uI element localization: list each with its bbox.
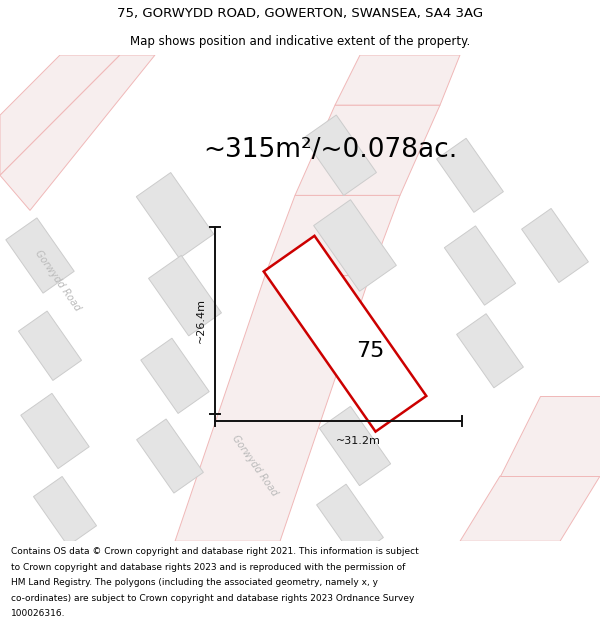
- Text: 75, GORWYDD ROAD, GOWERTON, SWANSEA, SA4 3AG: 75, GORWYDD ROAD, GOWERTON, SWANSEA, SA4…: [117, 8, 483, 20]
- Polygon shape: [0, 55, 120, 175]
- Polygon shape: [149, 256, 221, 336]
- Polygon shape: [0, 55, 155, 211]
- Text: 100026316.: 100026316.: [11, 609, 65, 618]
- Polygon shape: [335, 55, 460, 105]
- Text: ~31.2m: ~31.2m: [336, 436, 381, 446]
- Polygon shape: [141, 338, 209, 414]
- Text: ~315m²/~0.078ac.: ~315m²/~0.078ac.: [203, 138, 457, 163]
- Text: Gorwydd Road: Gorwydd Road: [230, 434, 280, 498]
- Text: co-ordinates) are subject to Crown copyright and database rights 2023 Ordnance S: co-ordinates) are subject to Crown copyr…: [11, 594, 414, 602]
- Polygon shape: [319, 406, 391, 486]
- Text: to Crown copyright and database rights 2023 and is reproduced with the permissio: to Crown copyright and database rights 2…: [11, 562, 405, 572]
- Polygon shape: [263, 236, 427, 432]
- Polygon shape: [437, 138, 503, 212]
- Text: Contains OS data © Crown copyright and database right 2021. This information is : Contains OS data © Crown copyright and d…: [11, 547, 419, 556]
- Polygon shape: [457, 314, 523, 388]
- Polygon shape: [500, 396, 600, 476]
- Polygon shape: [314, 200, 397, 291]
- Polygon shape: [136, 173, 214, 258]
- Polygon shape: [19, 311, 82, 381]
- Text: ~26.4m: ~26.4m: [196, 298, 206, 343]
- Polygon shape: [21, 393, 89, 469]
- Polygon shape: [295, 105, 440, 196]
- Polygon shape: [175, 276, 370, 541]
- Polygon shape: [445, 226, 515, 305]
- Polygon shape: [6, 218, 74, 293]
- Polygon shape: [460, 476, 600, 541]
- Text: 75: 75: [356, 341, 384, 361]
- Polygon shape: [265, 196, 400, 276]
- Polygon shape: [326, 308, 404, 394]
- Text: Gorwydd Road: Gorwydd Road: [33, 248, 83, 313]
- Polygon shape: [137, 419, 203, 493]
- Polygon shape: [34, 476, 97, 546]
- Text: HM Land Registry. The polygons (including the associated geometry, namely x, y: HM Land Registry. The polygons (includin…: [11, 578, 378, 587]
- Polygon shape: [521, 209, 589, 282]
- Polygon shape: [304, 115, 376, 196]
- Polygon shape: [317, 484, 383, 558]
- Text: Map shows position and indicative extent of the property.: Map shows position and indicative extent…: [130, 35, 470, 48]
